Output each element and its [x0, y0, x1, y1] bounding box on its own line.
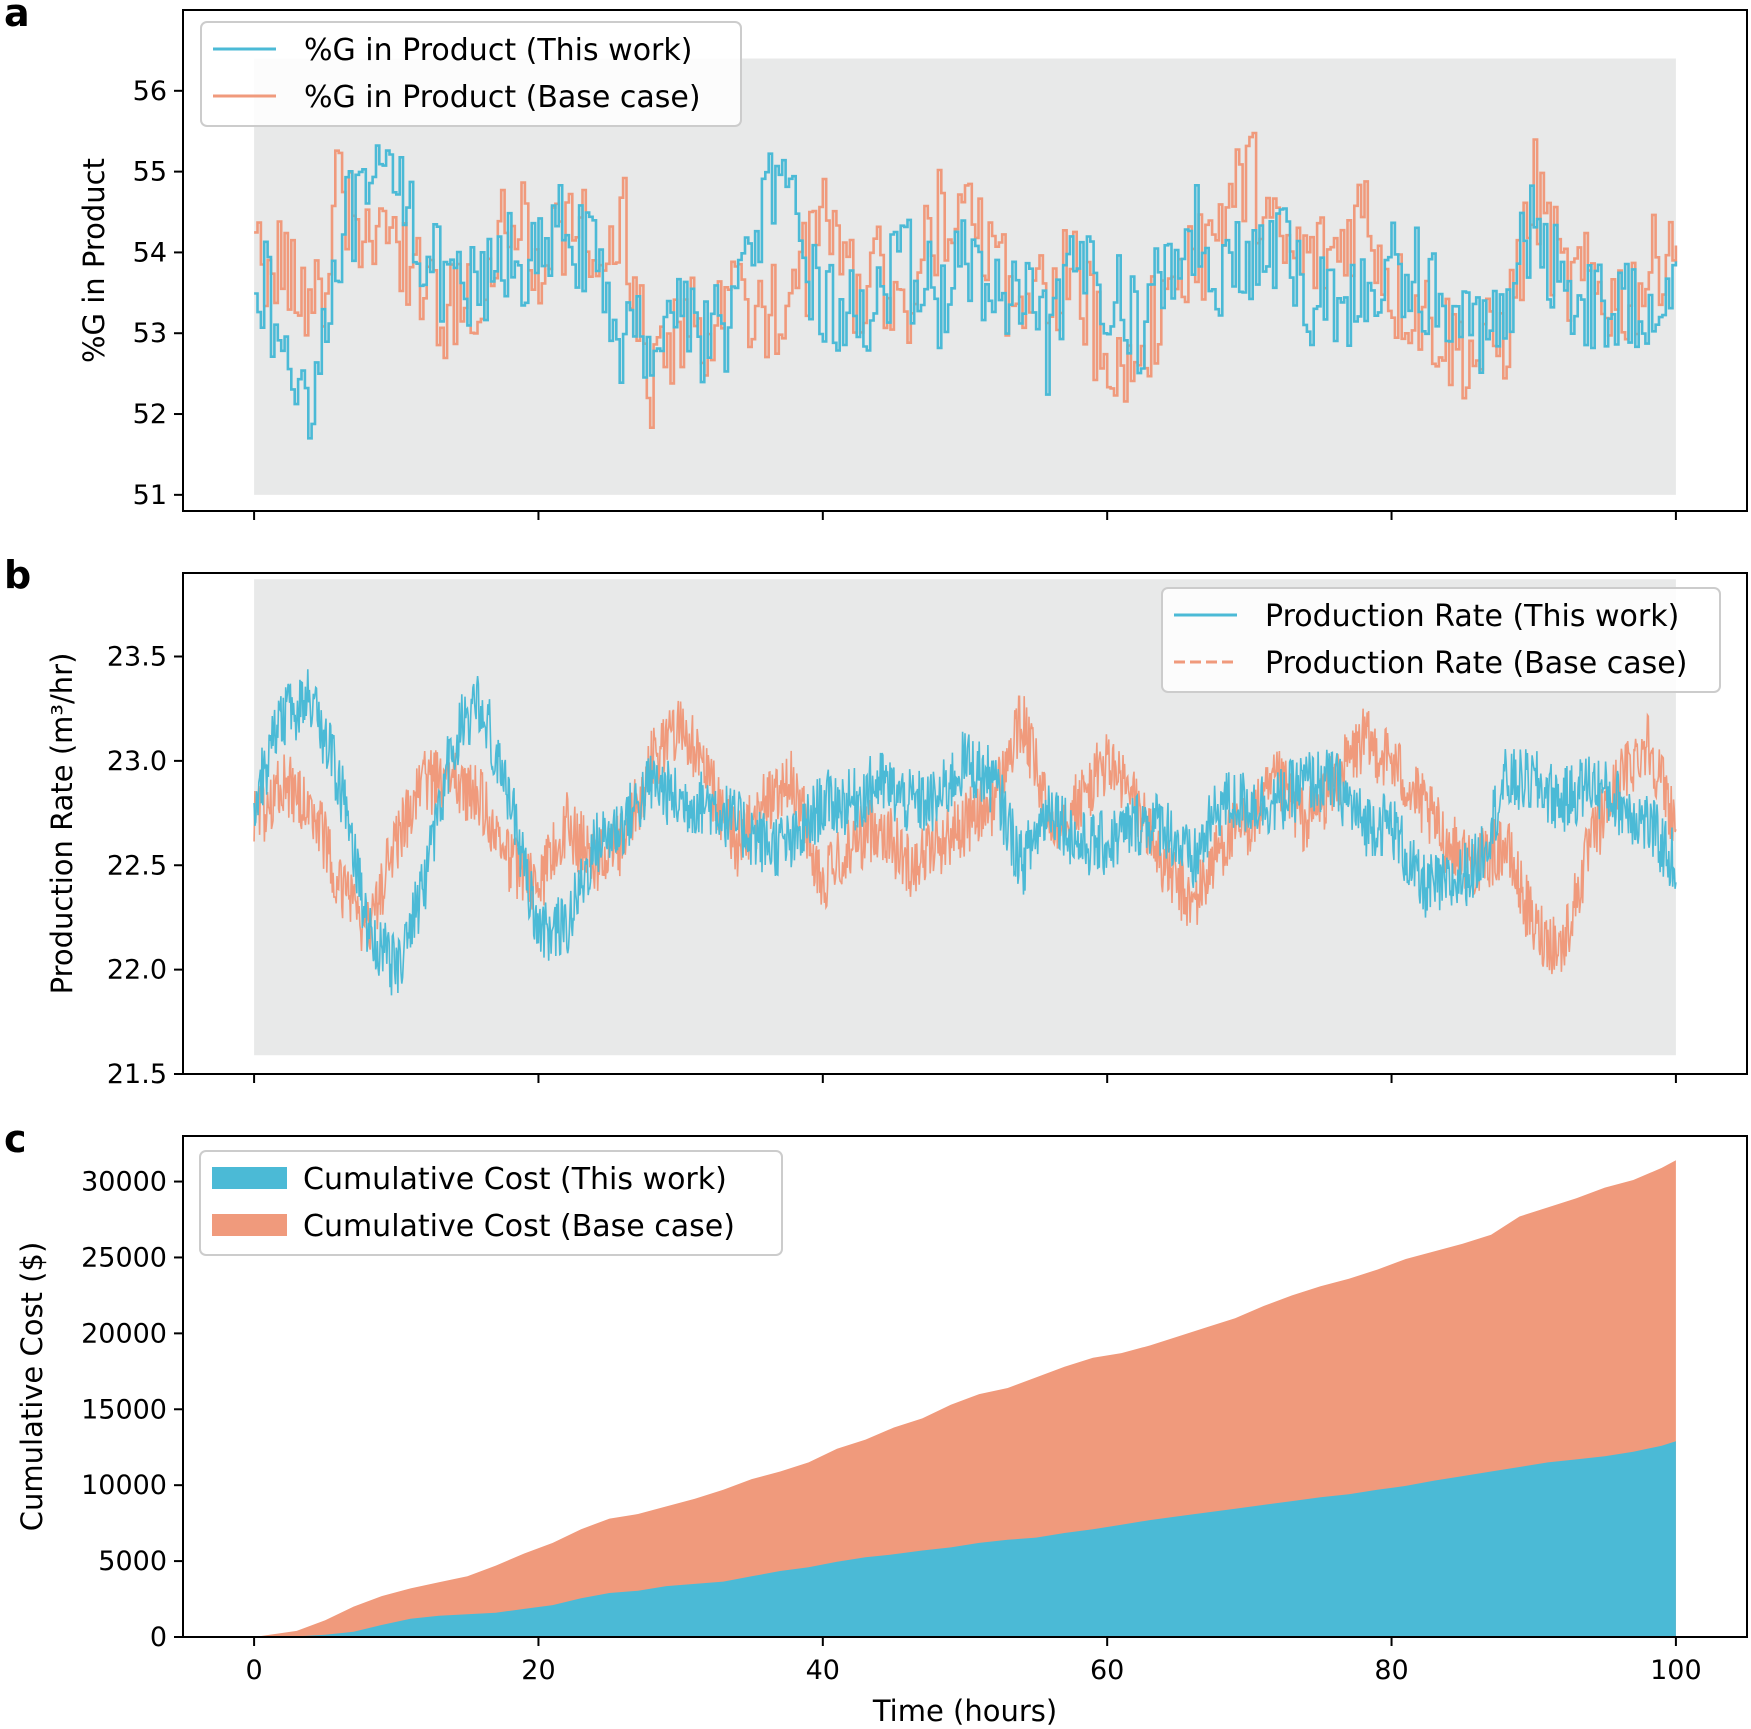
x-tick-label: 60: [1090, 1655, 1124, 1686]
y-tick-label: 23.5: [107, 642, 167, 673]
y-tick-label: 22.0: [107, 955, 167, 986]
y-tick-label: 20000: [81, 1318, 167, 1349]
y-tick-label: 10000: [81, 1470, 167, 1501]
x-tick-label: 20: [521, 1655, 555, 1686]
legend-box: [1161, 587, 1721, 693]
y-tick-label: 22.5: [107, 850, 167, 881]
panel-a: 51 52 53 54 55 56 %G in Product %G in Product (…: [77, 9, 1748, 520]
plot-area: [254, 131, 1678, 440]
axes-frame: [182, 1135, 1748, 1638]
y-tick-label: 53: [133, 318, 167, 349]
y-tick-label: 51: [133, 480, 167, 511]
legend-label: Production Rate (This work): [1265, 599, 1679, 634]
panel-letter-c: c: [4, 1117, 27, 1161]
axes-frame: [182, 572, 1748, 1075]
y-tick-label: 25000: [81, 1242, 167, 1273]
line-series-this-work: [254, 144, 1678, 440]
legend: Production Rate (This work) Production Ra…: [1161, 587, 1721, 693]
legend-box: [199, 1150, 783, 1256]
legend-box: [200, 21, 742, 127]
legend-label: %G in Product (This work): [304, 33, 692, 68]
plot-area: [253, 669, 1677, 996]
x-tick-label: 80: [1374, 1655, 1408, 1686]
y-axis-label: Production Rate (m³/hr): [45, 653, 79, 995]
legend: %G in Product (This work) %G in Product (…: [200, 21, 742, 127]
legend-swatch: [212, 1167, 287, 1189]
panel-letter-b: b: [4, 553, 31, 597]
axes-frame: [182, 9, 1748, 512]
x-tick-label: 100: [1650, 1655, 1702, 1686]
y-tick-label: 54: [133, 237, 167, 268]
y-tick-label: 15000: [81, 1394, 167, 1425]
x-axis-label: Time (hours): [872, 1694, 1057, 1728]
y-axis-label: %G in Product: [77, 158, 111, 363]
line-series-base-case: [253, 695, 1677, 975]
panel-c: 0 5000 10000 15000 20000 25000 30000 0 20 40 60 80 1…: [15, 1135, 1748, 1686]
y-tick-label: 0: [150, 1622, 167, 1653]
legend-swatch: [212, 1214, 287, 1236]
area-series-this-work: [254, 1441, 1676, 1637]
y-tick-label: 23.0: [107, 746, 167, 777]
y-tick-label: 55: [133, 157, 167, 188]
x-tick-label: 0: [245, 1655, 262, 1686]
y-tick-label: 21.5: [107, 1059, 167, 1090]
plot-area: [254, 1160, 1676, 1637]
y-axis-label: Cumulative Cost ($): [15, 1242, 49, 1532]
legend: Cumulative Cost (This work) Cumulative Co…: [199, 1150, 783, 1256]
y-tick-label: 56: [133, 76, 167, 107]
panel-letter-a: a: [4, 0, 30, 35]
y-tick-label: 30000: [81, 1167, 167, 1198]
y-tick-label: 5000: [98, 1546, 167, 1577]
line-series-this-work: [253, 669, 1677, 996]
legend-label: %G in Product (Base case): [304, 80, 701, 115]
panel-b: 21.5 22.0 22.5 23.0 23.5 Production Rate (m³/…: [45, 572, 1748, 1090]
x-tick-label: 40: [806, 1655, 840, 1686]
legend-label: Production Rate (Base case): [1265, 646, 1687, 681]
legend-label: Cumulative Cost (This work): [303, 1162, 727, 1197]
line-series-base-case: [254, 131, 1678, 429]
legend-label: Cumulative Cost (Base case): [303, 1209, 735, 1244]
y-tick-label: 52: [133, 399, 167, 430]
